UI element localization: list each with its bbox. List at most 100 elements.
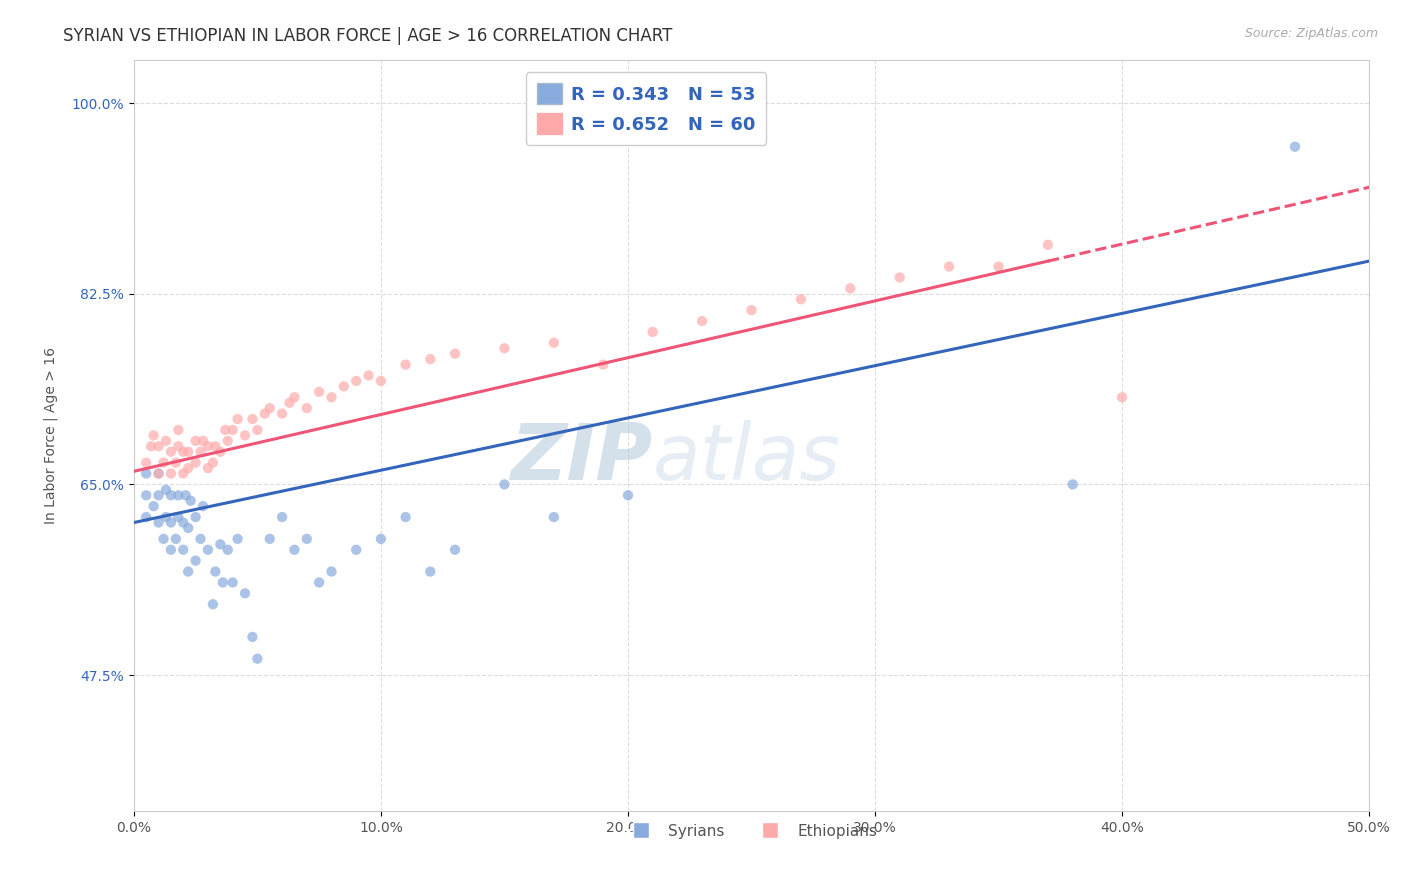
Point	[259, 401, 281, 416]
Point	[148, 467, 170, 481]
Point	[217, 542, 239, 557]
Point	[308, 384, 330, 399]
Point	[177, 461, 200, 475]
Point	[177, 565, 200, 579]
Point	[160, 542, 183, 557]
Point	[690, 314, 713, 328]
Point	[1036, 237, 1059, 252]
Point	[155, 483, 177, 497]
Point	[740, 303, 762, 318]
Point	[242, 630, 264, 644]
Point	[197, 461, 219, 475]
Point	[308, 575, 330, 590]
Point	[211, 575, 233, 590]
Point	[226, 532, 249, 546]
Point	[283, 542, 305, 557]
Point	[184, 456, 207, 470]
Point	[226, 412, 249, 426]
Point	[494, 477, 516, 491]
Point	[201, 597, 224, 611]
Point	[180, 493, 202, 508]
Point	[172, 516, 194, 530]
Point	[259, 532, 281, 546]
Point	[184, 434, 207, 448]
Point	[283, 390, 305, 404]
Point	[543, 335, 565, 350]
Point	[233, 428, 256, 442]
Point	[370, 532, 392, 546]
Point	[152, 456, 174, 470]
Point	[148, 488, 170, 502]
Point	[295, 401, 318, 416]
Text: SYRIAN VS ETHIOPIAN IN LABOR FORCE | AGE > 16 CORRELATION CHART: SYRIAN VS ETHIOPIAN IN LABOR FORCE | AGE…	[63, 27, 672, 45]
Point	[444, 542, 467, 557]
Point	[221, 575, 243, 590]
Point	[167, 510, 190, 524]
Point	[167, 423, 190, 437]
Point	[321, 565, 343, 579]
Point	[494, 341, 516, 355]
Point	[1062, 477, 1084, 491]
Point	[333, 379, 356, 393]
Point	[148, 439, 170, 453]
Point	[394, 510, 416, 524]
Point	[617, 488, 640, 502]
Point	[142, 428, 165, 442]
Text: ZIP: ZIP	[510, 420, 652, 496]
Point	[165, 532, 187, 546]
Point	[419, 565, 441, 579]
Point	[204, 439, 226, 453]
Legend: Syrians, Ethiopians: Syrians, Ethiopians	[619, 818, 884, 845]
Point	[155, 434, 177, 448]
Point	[141, 439, 163, 453]
Point	[246, 423, 269, 437]
Point	[214, 423, 236, 437]
Y-axis label: In Labor Force | Age > 16: In Labor Force | Age > 16	[44, 347, 58, 524]
Point	[221, 423, 243, 437]
Point	[160, 516, 183, 530]
Point	[357, 368, 380, 383]
Text: atlas: atlas	[652, 420, 841, 496]
Point	[135, 456, 157, 470]
Point	[1111, 390, 1133, 404]
Point	[160, 467, 183, 481]
Point	[344, 542, 367, 557]
Point	[295, 532, 318, 546]
Point	[246, 651, 269, 665]
Point	[394, 358, 416, 372]
Point	[641, 325, 664, 339]
Point	[184, 510, 207, 524]
Point	[419, 352, 441, 367]
Point	[135, 510, 157, 524]
Point	[160, 488, 183, 502]
Point	[172, 467, 194, 481]
Point	[444, 347, 467, 361]
Text: Source: ZipAtlas.com: Source: ZipAtlas.com	[1244, 27, 1378, 40]
Point	[790, 292, 813, 306]
Point	[217, 434, 239, 448]
Point	[839, 281, 862, 295]
Point	[172, 444, 194, 458]
Point	[174, 488, 197, 502]
Point	[271, 510, 294, 524]
Point	[197, 439, 219, 453]
Point	[177, 444, 200, 458]
Point	[344, 374, 367, 388]
Point	[152, 532, 174, 546]
Point	[165, 456, 187, 470]
Point	[233, 586, 256, 600]
Point	[253, 407, 276, 421]
Point	[321, 390, 343, 404]
Point	[148, 467, 170, 481]
Point	[987, 260, 1010, 274]
Point	[184, 554, 207, 568]
Point	[191, 434, 214, 448]
Point	[543, 510, 565, 524]
Point	[135, 467, 157, 481]
Point	[190, 532, 212, 546]
Point	[370, 374, 392, 388]
Point	[172, 542, 194, 557]
Point	[209, 444, 232, 458]
Point	[155, 510, 177, 524]
Point	[191, 499, 214, 513]
